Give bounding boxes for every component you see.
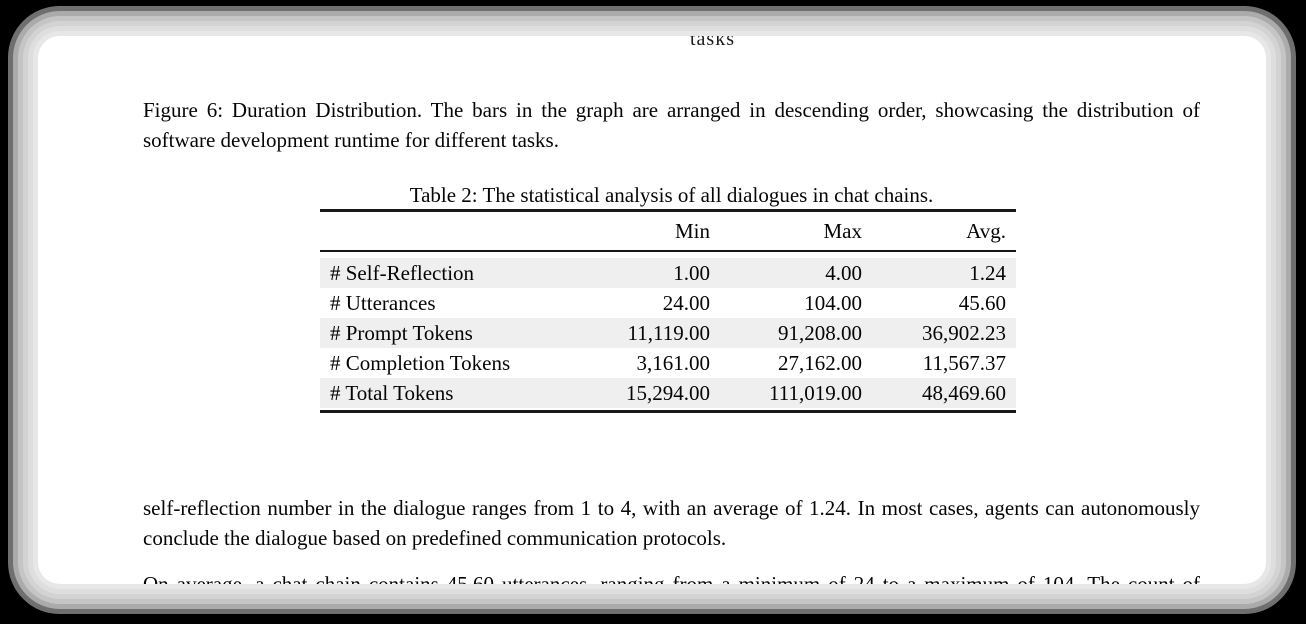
row-avg: 45.60 bbox=[958, 290, 1006, 315]
table-mid-rule bbox=[320, 250, 1016, 252]
body-paragraph-1: self-reflection number in the dialogue r… bbox=[143, 496, 1200, 550]
row-max: 27,162.00 bbox=[778, 350, 862, 375]
row-avg: 48,469.60 bbox=[922, 380, 1006, 405]
figure-6-caption: Figure 6: Duration Distribution. The bar… bbox=[143, 98, 1200, 152]
table-row: # Total Tokens 15,294.00 111,019.00 48,4… bbox=[320, 378, 1016, 408]
row-min: 11,119.00 bbox=[627, 320, 710, 345]
body-paragraph-2: On average, a chat chain contains 45.60 … bbox=[143, 572, 1200, 584]
row-max: 4.00 bbox=[825, 260, 862, 285]
header-cell-avg: Avg. bbox=[966, 218, 1006, 243]
row-label: # Self-Reflection bbox=[330, 260, 475, 285]
row-avg: 1.24 bbox=[969, 260, 1006, 285]
row-max: 111,019.00 bbox=[769, 380, 862, 405]
row-max: 91,208.00 bbox=[778, 320, 862, 345]
row-max: 104.00 bbox=[804, 290, 862, 315]
row-label: # Completion Tokens bbox=[330, 350, 511, 375]
statistics-table: Min Max Avg. # Self-Reflection 1.00 4.00… bbox=[320, 209, 1016, 413]
table-2-caption: Table 2: The statistical analysis of all… bbox=[409, 183, 934, 207]
table-row: # Completion Tokens 3,161.00 27,162.00 1… bbox=[320, 348, 1016, 378]
table-row: # Self-Reflection 1.00 4.00 1.24 bbox=[320, 258, 1016, 288]
row-min: 3,161.00 bbox=[636, 350, 711, 375]
table-header-row: Min Max Avg. bbox=[320, 212, 1016, 250]
table-top-rule bbox=[320, 209, 1016, 212]
row-min: 1.00 bbox=[673, 260, 710, 285]
clipped-top-text: tasks bbox=[690, 36, 735, 50]
row-min: 15,294.00 bbox=[626, 380, 710, 405]
row-label: # Utterances bbox=[330, 290, 436, 315]
document-page: tasks Figure 6: Duration Distribution. T… bbox=[38, 36, 1266, 584]
table-bottom-rule bbox=[320, 410, 1016, 413]
row-min: 24.00 bbox=[662, 290, 710, 315]
header-cell-max: Max bbox=[823, 218, 863, 243]
row-label: # Total Tokens bbox=[330, 380, 454, 405]
table-row: # Prompt Tokens 11,119.00 91,208.00 36,9… bbox=[320, 318, 1016, 348]
header-cell-min: Min bbox=[674, 218, 710, 243]
row-avg: 36,902.23 bbox=[922, 320, 1006, 345]
row-label: # Prompt Tokens bbox=[330, 320, 473, 345]
row-avg: 11,567.37 bbox=[922, 350, 1006, 375]
table-row: # Utterances 24.00 104.00 45.60 bbox=[320, 288, 1016, 318]
table-body: # Self-Reflection 1.00 4.00 1.24 # Utter… bbox=[320, 258, 1016, 408]
